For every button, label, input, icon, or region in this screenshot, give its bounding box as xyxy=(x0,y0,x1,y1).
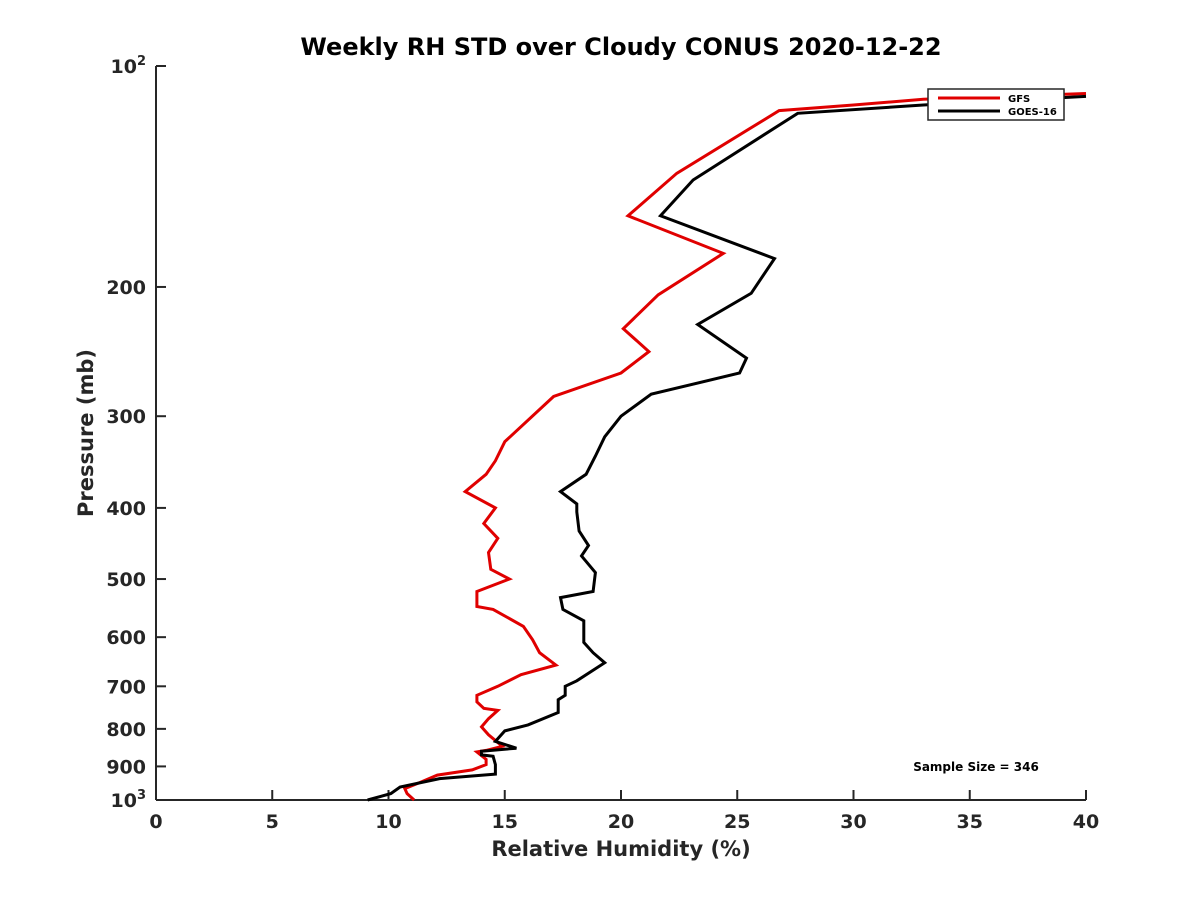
axes xyxy=(155,66,1086,801)
y-tick-label: 800 xyxy=(106,719,146,741)
plot-lines xyxy=(367,92,1087,802)
y-tick-label: 500 xyxy=(106,569,146,591)
series-line-goes-16 xyxy=(367,94,1087,802)
legend-box xyxy=(927,88,1065,121)
x-tick-label: 25 xyxy=(724,811,750,833)
y-tick-label: 700 xyxy=(106,676,146,698)
x-tick-label: 35 xyxy=(957,811,983,833)
y-axis-label: Pressure (mb) xyxy=(74,349,98,517)
x-tick-label: 10 xyxy=(375,811,401,833)
x-tick-label: 15 xyxy=(492,811,518,833)
y-tick-label: 400 xyxy=(106,498,146,520)
x-axis-label: Relative Humidity (%) xyxy=(491,837,750,861)
y-tick-label: 102 xyxy=(111,54,147,78)
legend: GFS GOES-16 xyxy=(927,88,1065,121)
sample-size-annotation: Sample Size = 346 xyxy=(913,760,1039,774)
x-tick-label: 5 xyxy=(266,811,279,833)
y-tick-label: 300 xyxy=(106,406,146,428)
x-tick-label: 40 xyxy=(1073,811,1099,833)
chart-title: Weekly RH STD over Cloudy CONUS 2020-12-… xyxy=(300,33,941,61)
axis-ticks: 0 5 10 15 20 25 30 35 40 102 200 300 400 500 600 700 800… xyxy=(106,54,1099,833)
x-tick-label: 0 xyxy=(149,811,162,833)
y-tick-label: 900 xyxy=(106,756,146,778)
x-tick-label: 20 xyxy=(608,811,634,833)
legend-label-gfs: GFS xyxy=(1008,94,1030,105)
series-line-gfs xyxy=(402,92,1087,802)
x-tick-label: 30 xyxy=(840,811,866,833)
legend-label-goes-16: GOES-16 xyxy=(1008,107,1057,118)
y-tick-label: 103 xyxy=(111,788,147,812)
y-tick-label: 200 xyxy=(106,277,146,299)
y-tick-label: 600 xyxy=(106,627,146,649)
